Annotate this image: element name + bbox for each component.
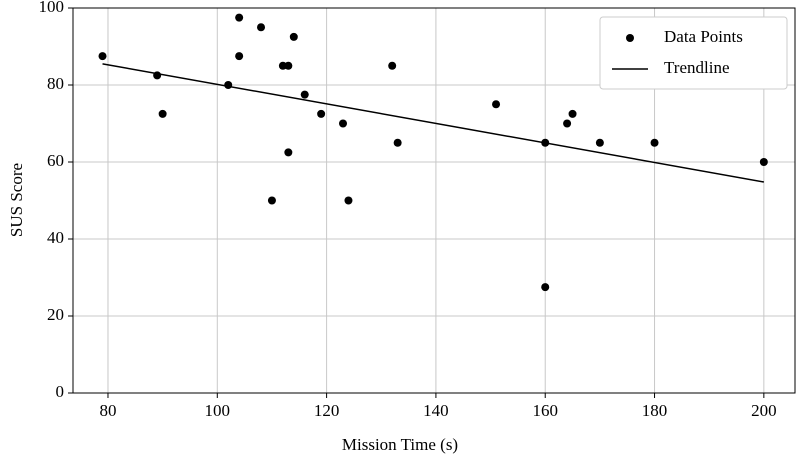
data-point bbox=[267, 196, 276, 205]
data-point bbox=[759, 158, 768, 166]
data-point bbox=[568, 109, 577, 118]
y-tick-label: 40 bbox=[47, 228, 64, 247]
legend-marker bbox=[626, 34, 634, 42]
data-point bbox=[300, 90, 309, 99]
data-point bbox=[492, 100, 501, 109]
data-point bbox=[563, 119, 572, 128]
data-point bbox=[98, 52, 107, 61]
y-axis-label: SUS Score bbox=[7, 163, 26, 237]
x-tick-label: 160 bbox=[532, 401, 558, 420]
data-point bbox=[338, 119, 347, 128]
data-point bbox=[158, 109, 167, 118]
data-point bbox=[317, 109, 326, 118]
data-point bbox=[541, 283, 550, 292]
data-point bbox=[235, 52, 244, 61]
data-point bbox=[278, 61, 287, 70]
data-point bbox=[224, 81, 233, 89]
x-tick-label: 100 bbox=[205, 401, 231, 420]
data-point bbox=[388, 61, 397, 70]
legend-label: Data Points bbox=[664, 27, 743, 46]
x-axis-label: Mission Time (s) bbox=[342, 435, 458, 454]
y-tick-label: 60 bbox=[47, 151, 64, 170]
data-point bbox=[284, 61, 293, 70]
x-tick-label: 120 bbox=[314, 401, 340, 420]
data-point bbox=[595, 138, 604, 147]
y-tick-label: 0 bbox=[56, 382, 65, 401]
data-point bbox=[393, 138, 402, 147]
data-point bbox=[257, 23, 266, 32]
x-tick-label: 180 bbox=[642, 401, 668, 420]
x-tick-label: 140 bbox=[423, 401, 449, 420]
y-tick-label: 80 bbox=[47, 74, 64, 93]
data-point bbox=[650, 138, 659, 147]
plot-frame bbox=[72, 7, 796, 394]
data-point bbox=[284, 148, 293, 157]
trendline bbox=[102, 63, 764, 183]
x-tick-label: 200 bbox=[751, 401, 777, 420]
data-point bbox=[235, 13, 244, 22]
y-tick-label: 20 bbox=[47, 305, 64, 324]
y-tick-label: 100 bbox=[39, 0, 65, 16]
x-tick-label: 80 bbox=[99, 401, 116, 420]
data-point bbox=[344, 196, 353, 205]
data-point bbox=[289, 32, 298, 41]
legend-box bbox=[599, 16, 788, 90]
legend-label: Trendline bbox=[664, 58, 730, 77]
